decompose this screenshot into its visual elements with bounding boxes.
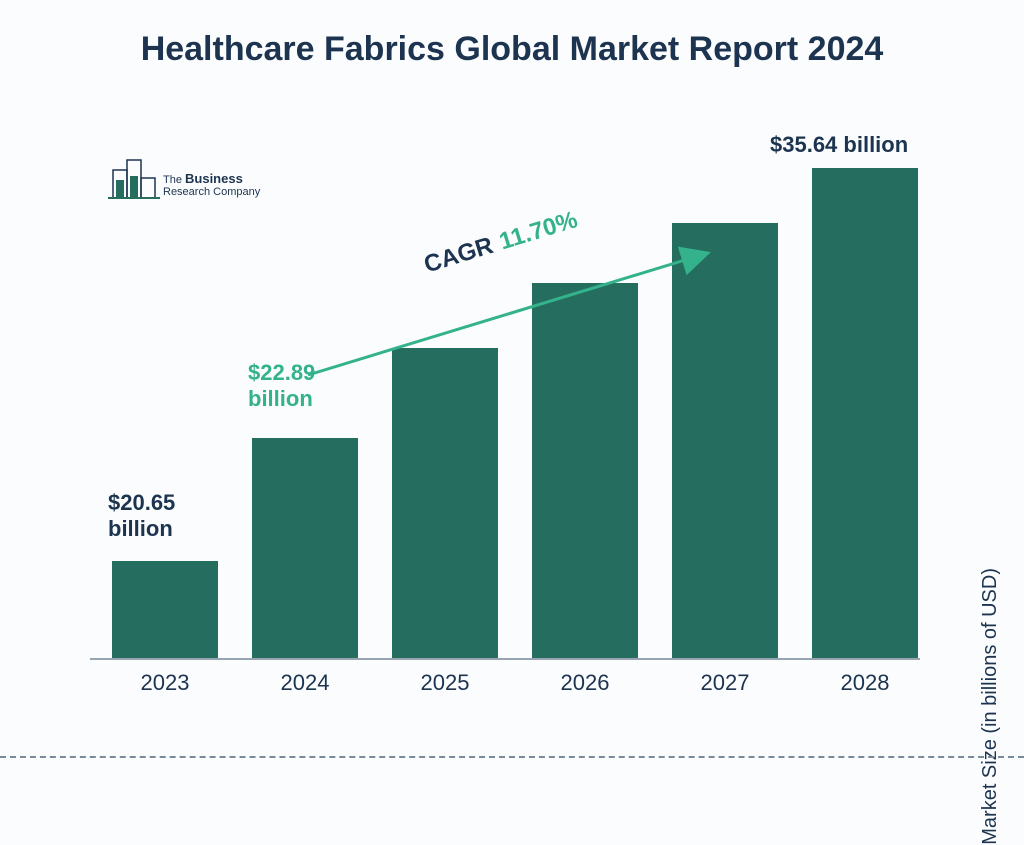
- bar: [532, 283, 638, 658]
- y-axis-label: Market Size (in billions of USD): [979, 568, 1002, 845]
- x-axis-label: 2023: [112, 670, 218, 696]
- bar: [672, 223, 778, 658]
- value-label: $35.64 billion: [770, 132, 908, 158]
- bar: [392, 348, 498, 658]
- value-label: $22.89 billion: [248, 360, 315, 413]
- x-axis-label: 2027: [672, 670, 778, 696]
- bar-chart: 2023 2024 2025 2026 2027 2028 $20.65 billion $2…: [90, 140, 920, 700]
- x-axis-label: 2024: [252, 670, 358, 696]
- x-axis-label: 2026: [532, 670, 638, 696]
- bar: [252, 438, 358, 658]
- x-axis-label: 2028: [812, 670, 918, 696]
- chart-title: Healthcare Fabrics Global Market Report …: [0, 28, 1024, 71]
- x-axis-label: 2025: [392, 670, 498, 696]
- x-axis-baseline: [90, 658, 920, 660]
- bottom-divider: [0, 756, 1024, 758]
- bar: [812, 168, 918, 658]
- bar: [112, 561, 218, 658]
- value-label: $20.65 billion: [108, 490, 175, 543]
